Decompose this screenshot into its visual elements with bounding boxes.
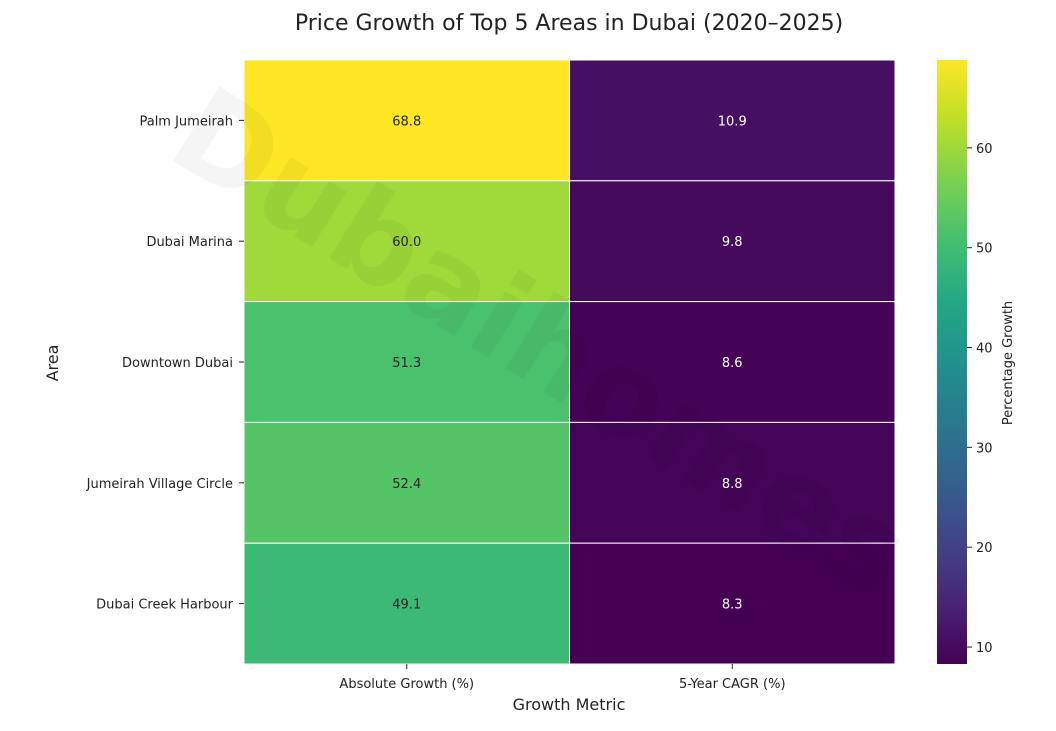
colorbar-tick-label: 20 [976, 541, 993, 556]
x-tick-label: 5-Year CAGR (%) [679, 677, 786, 692]
y-tick-label: Dubai Creek Harbour [96, 598, 234, 613]
heatmap-cell [569, 59, 896, 182]
y-tick-label: Downtown Dubai [122, 356, 233, 371]
heatmap-cell-labels: 68.8 10.9 60.0 9.8 51.3 8.6 52.4 8.8 49.1 8.3 [392, 114, 746, 612]
y-axis-ticks: Palm Jumeirah Dubai Marina Downtown Dubai J… [86, 114, 244, 613]
heatmap-cell [243, 421, 570, 544]
chart-title: Price Growth of Top 5 Areas in Dubai (20… [295, 11, 843, 36]
heatmap-cell [569, 421, 896, 544]
colorbar-tick-label: 30 [976, 441, 993, 456]
heatmap-cells [243, 59, 896, 665]
heatmap-cell-label: 68.8 [392, 114, 421, 129]
heatmap-cell-label: 60.0 [392, 235, 421, 250]
y-axis-label: Area [43, 345, 62, 382]
heatmap-cell [569, 542, 896, 665]
x-axis-label: Growth Metric [513, 695, 626, 714]
colorbar-tick-label: 50 [976, 242, 993, 257]
y-tick-label: Dubai Marina [146, 235, 233, 250]
heatmap-cell-label: 8.3 [722, 598, 743, 613]
y-tick-label: Jumeirah Village Circle [86, 477, 233, 492]
y-tick-label: Palm Jumeirah [139, 114, 233, 129]
colorbar-tick-label: 10 [976, 641, 993, 656]
heatmap-cell [569, 301, 896, 423]
heatmap-cell-label: 10.9 [718, 114, 747, 129]
colorbar-ticks: 10 20 30 40 50 60 [967, 142, 993, 656]
heatmap-cell-label: 9.8 [722, 235, 743, 250]
heatmap-cell [243, 59, 570, 182]
colorbar-tick-label: 40 [976, 342, 993, 357]
x-axis-ticks: Absolute Growth (%) 5-Year CAGR (%) [339, 664, 786, 692]
heatmap-cell-label: 51.3 [392, 356, 421, 371]
colorbar [937, 60, 967, 664]
x-tick-label: Absolute Growth (%) [339, 677, 474, 692]
colorbar-label: Percentage Growth [1001, 301, 1016, 425]
heatmap-cell [569, 180, 896, 303]
heatmap-cell-label: 49.1 [392, 598, 421, 613]
heatmap-cell-label: 8.8 [722, 477, 743, 492]
colorbar-tick-label: 60 [976, 142, 993, 157]
heatmap-cell [243, 301, 570, 423]
heatmap-cell [243, 180, 570, 303]
heatmap-cell-label: 8.6 [722, 356, 743, 371]
heatmap-cell-label: 52.4 [392, 477, 421, 492]
